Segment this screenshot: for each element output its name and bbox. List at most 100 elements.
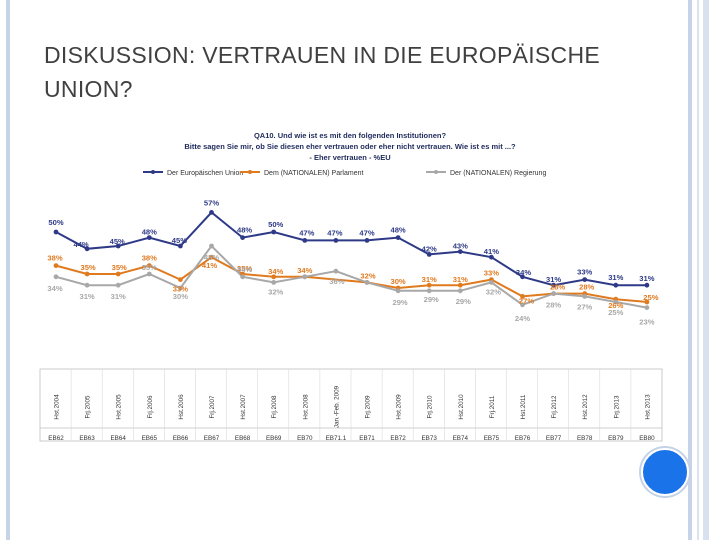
data-point [457,282,463,288]
data-label: 24% [515,314,530,323]
data-point [115,243,121,249]
data-point [644,282,650,288]
data-label: 48% [237,226,252,235]
data-label: 29% [424,295,439,304]
data-label: 35% [112,263,127,272]
data-label: 34% [297,266,312,275]
data-point [333,268,339,274]
data-point [146,263,152,268]
x-tick-label: Hst.2006 [178,394,185,420]
data-point [613,282,619,288]
data-point [489,280,494,285]
data-point [53,263,59,268]
data-point [457,288,463,294]
data-label: 31% [111,292,126,301]
data-point [271,229,277,235]
series-line [55,211,647,287]
chart-title: QA10. Und wie ist es mit den folgenden I… [254,131,447,140]
data-label: 27% [577,302,592,311]
survey-label: EB70 [297,435,313,442]
data-label: 28% [550,283,565,292]
data-label: 25% [608,308,623,317]
slide-frame-left [6,0,10,540]
chart-subtitle-2: - Eher vertrauen - %EU [309,153,390,162]
survey-label: EB64 [110,435,126,442]
x-tick-label: Hst.2007 [240,394,247,420]
survey-label: EB74 [453,435,469,442]
chart-header: QA10. Und wie ist es mit den folgenden I… [184,131,516,162]
data-point [271,280,277,285]
survey-label: EB65 [142,435,158,442]
data-label: 26% [608,301,623,310]
survey-label: EB75 [484,435,500,442]
data-point [209,243,214,249]
data-label: 31% [546,275,561,284]
x-tick-label: Hst.2005 [116,394,123,420]
data-label: 47% [359,228,374,237]
data-label: 35% [80,263,95,272]
data-label: 38% [47,254,62,263]
slide-frame-right [688,0,692,540]
data-label: 34% [47,284,62,293]
data-label: 25% [643,293,658,302]
survey-label: EB66 [173,435,189,442]
data-point [395,288,401,294]
slide-frame-right-inner [697,0,699,540]
data-label: 36% [329,277,344,286]
survey-label: EB62 [48,435,64,442]
data-point [520,294,525,299]
x-tick-label: Frj.2012 [551,395,558,419]
x-tick-label: Hst.2010 [458,394,465,420]
data-point [426,252,432,257]
survey-label: EB79 [608,435,624,442]
data-point [613,299,619,305]
x-tick-label: Hst.2008 [302,394,309,420]
x-tick-label: Frj.2007 [209,395,216,419]
data-label: 45% [172,236,187,245]
data-label: 35% [142,263,157,272]
data-point [333,238,339,243]
data-label: 34% [268,267,283,276]
data-label: 29% [392,298,407,307]
x-tick-label: Frj.2010 [427,395,434,419]
data-point [115,271,121,277]
survey-label: EB80 [639,435,655,442]
data-label: 42% [422,244,437,253]
data-point [520,302,525,308]
x-tick-label: Frj.2011 [489,395,496,418]
survey-label: EB78 [577,435,593,442]
data-point [53,229,59,235]
data-label: 34% [237,265,252,274]
data-point [240,274,246,280]
data-point [146,271,152,277]
survey-label: EB72 [390,435,406,442]
data-label: 34% [516,268,531,277]
x-tick-label: Frj.2005 [85,395,92,419]
data-label: 30% [390,277,405,286]
data-label: 43% [453,242,468,251]
series-line [55,244,648,309]
data-label: 45% [110,237,125,246]
data-point [84,246,90,252]
data-label: 38% [142,254,157,263]
x-tick-label: Hst.2009 [396,394,403,420]
chart-series-points [53,210,650,310]
data-label: 31% [79,292,94,301]
data-label: 30% [173,292,188,301]
slide-title: DISKUSSION: VERTRAUEN IN DIE EUROPÄISCHE… [44,38,644,106]
data-label: 32% [486,287,501,296]
data-label: 45% [204,253,219,262]
data-label: 50% [268,220,283,229]
legend-swatch-marker [248,170,252,174]
x-tick-label: Hst.2004 [54,394,61,420]
data-point [302,238,308,243]
slide-frame-right-outer [703,0,709,540]
data-point [426,288,432,294]
data-label: 28% [546,301,561,310]
data-point [582,294,588,299]
legend-label: Der (NATIONALEN) Regierung [450,170,546,177]
data-point [395,235,401,241]
data-label: 31% [453,275,468,284]
data-label: 50% [48,218,63,227]
data-point [364,238,370,243]
